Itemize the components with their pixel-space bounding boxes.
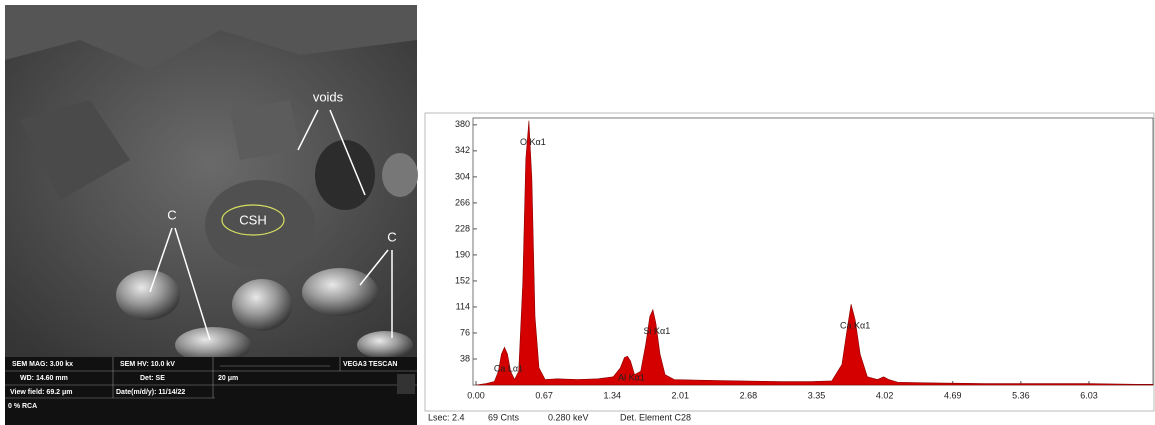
peak-label: Al Kα1: [618, 373, 645, 383]
info-text: SEM HV: 10.0 kV: [120, 361, 175, 368]
x-tick-label: 0.67: [535, 390, 553, 400]
y-tick-label: 114: [456, 301, 470, 311]
x-tick-label: 6.03: [1080, 390, 1098, 400]
info-text: VEGA3 TESCAN: [343, 361, 397, 368]
x-tick-label: 3.35: [808, 390, 826, 400]
info-text: View field: 69.2 μm: [10, 389, 73, 396]
spectrum-chart: 38 76 114 152 190 228 266 304 342 380 0.00 0.67 1.34…: [425, 113, 1154, 422]
info-text: 0 % RCA: [8, 403, 37, 410]
peak-label: Si Kα1: [644, 326, 671, 336]
status-text: 69 Cnts: [488, 412, 520, 422]
y-tick-label: 76: [460, 327, 470, 337]
x-tick-label: 4.69: [944, 390, 962, 400]
y-tick-label: 152: [455, 275, 470, 285]
status-text: Det. Element C28: [620, 412, 691, 422]
annotation: CSH: [239, 212, 266, 227]
info-text: WD: 14.60 mm: [20, 375, 68, 382]
y-tick-label: 342: [455, 145, 470, 155]
peak-label: Ca Kα1: [840, 321, 870, 331]
y-tick-label: 380: [455, 119, 470, 129]
annotation: C: [387, 229, 396, 244]
info-text: 20 μm: [218, 375, 238, 382]
y-tick-label: 228: [455, 223, 470, 233]
x-tick-label: 1.34: [603, 390, 621, 400]
x-tick-label: 5.36: [1012, 390, 1030, 400]
status-text: Lsec: 2.4: [428, 412, 465, 422]
y-tick-label: 266: [455, 197, 470, 207]
x-tick-label: 0.00: [467, 390, 485, 400]
x-tick-label: 4.02: [876, 390, 894, 400]
x-tick-label: 2.68: [740, 390, 758, 400]
page: voids CSH C C SEM MAG: 3.00 kx SEM HV: 1…: [0, 0, 1155, 425]
y-tick-label: 304: [455, 171, 470, 181]
sem-image: voids CSH C C SEM MAG: 3.00 kx SEM HV: 1…: [5, 5, 418, 425]
annotation: voids: [313, 89, 344, 104]
y-tick-label: 190: [455, 249, 470, 259]
x-tick-label: 2.01: [672, 390, 690, 400]
y-tick-label: 38: [460, 353, 470, 363]
info-text: Date(m/d/y): 11/14/22: [116, 389, 185, 396]
status-text: 0.280 keV: [548, 412, 589, 422]
info-text: SEM MAG: 3.00 kx: [12, 361, 73, 368]
annotation: C: [167, 207, 176, 222]
peak-label: Ca Lα1: [494, 364, 523, 374]
peak-label: O Kα1: [520, 137, 546, 147]
info-text: Det: SE: [140, 375, 165, 382]
